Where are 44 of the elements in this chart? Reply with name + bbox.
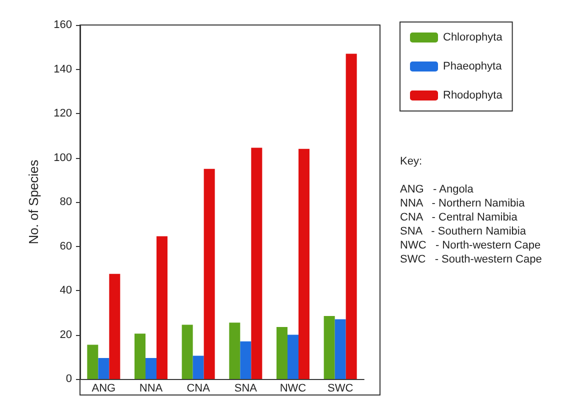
y-tick-label: 80	[60, 196, 72, 208]
bar	[229, 322, 240, 379]
y-tick-label: 160	[54, 19, 72, 31]
text: NWC - North-western Cape	[400, 240, 541, 252]
y-tick-label: 40	[60, 284, 72, 296]
bar	[240, 341, 252, 379]
y-tick-label: 100	[54, 152, 72, 164]
x-tick-label: ANG	[92, 382, 116, 394]
y-tick-label: 120	[54, 108, 72, 120]
y-tick-label: 0	[66, 373, 72, 385]
x-tick-label: CNA	[186, 382, 211, 394]
bar	[98, 358, 110, 379]
legend-label: Chlorophyta	[443, 32, 504, 44]
bar	[288, 334, 298, 379]
legend-label: Phaeophyta	[443, 60, 503, 72]
bar	[204, 168, 215, 379]
bar	[346, 54, 357, 379]
bar	[324, 316, 335, 379]
x-tick-label: NWC	[280, 382, 306, 394]
bar	[87, 344, 98, 379]
legend-label: Rhodophyta	[443, 90, 504, 102]
text: SNA - Southern Namibia	[400, 226, 527, 238]
bar	[276, 327, 288, 379]
x-tick-label: SNA	[234, 382, 258, 394]
y-axis-title: No. of Species	[26, 159, 41, 244]
text: ANG - Angola	[400, 184, 474, 196]
y-tick-label: 60	[60, 240, 72, 252]
y-tick-label: 140	[54, 63, 72, 76]
bar	[156, 236, 168, 379]
bar	[182, 324, 193, 379]
text: SWC - South-western Cape	[400, 254, 542, 266]
bar	[334, 319, 346, 379]
bar	[251, 148, 262, 379]
text: CNA - Central Namibia	[400, 212, 518, 224]
bar	[146, 358, 156, 379]
bar	[298, 148, 310, 379]
bar	[192, 356, 204, 379]
bar	[134, 334, 146, 379]
y-tick-label: 20	[60, 328, 72, 341]
bar	[109, 274, 120, 379]
x-tick-label: SWC	[327, 382, 354, 394]
text: NNA - Northern Namibia	[400, 198, 526, 210]
text: Key:	[400, 156, 422, 168]
x-tick-label: NNA	[139, 382, 164, 394]
